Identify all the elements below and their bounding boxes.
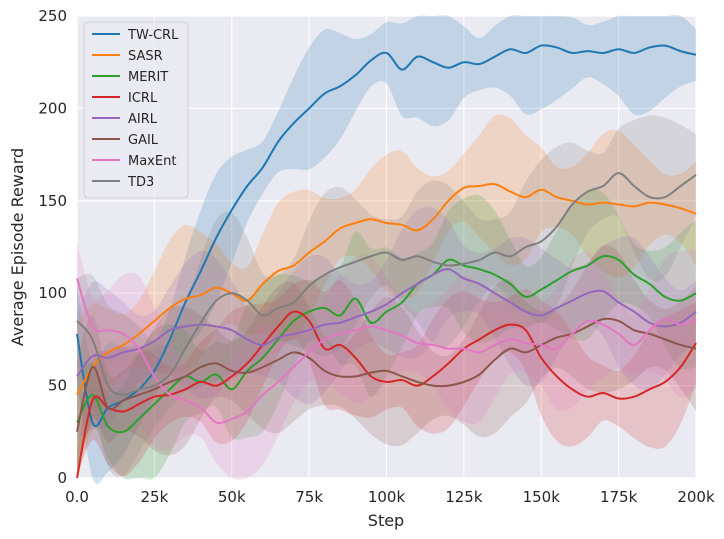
x-tick-label: 175k <box>600 488 638 506</box>
y-tick-label: 0 <box>57 469 67 487</box>
x-tick-labels: 0.0 25k 50k 75k 100k 125k 150k 175k 200k <box>65 488 715 506</box>
y-tick-label: 150 <box>38 192 67 210</box>
legend-label-tw-crl: TW-CRL <box>127 28 179 43</box>
band-merit <box>77 190 696 480</box>
y-tick-label: 200 <box>38 99 67 117</box>
y-tick-label: 100 <box>38 284 67 302</box>
line-tw-crl <box>76 44 697 427</box>
band-airl <box>77 206 696 440</box>
y-tick-label: 50 <box>48 377 67 395</box>
line-sasr <box>76 182 697 396</box>
x-axis-label: Step <box>368 511 404 530</box>
band-sasr <box>77 114 696 469</box>
legend-label-merit: MERIT <box>128 70 168 85</box>
x-tick-label: 200k <box>677 488 715 506</box>
grid <box>76 15 697 479</box>
x-tick-label: 0.0 <box>65 488 89 506</box>
x-tick-label: 25k <box>140 488 168 506</box>
band-gail <box>77 244 696 478</box>
line-td3 <box>76 172 697 396</box>
x-tick-label: 150k <box>523 488 561 506</box>
legend: TW-CRL SASR MERIT ICRL AIRL GAIL MaxEnt TD3 <box>83 21 189 199</box>
legend-label-icrl: ICRL <box>128 91 158 106</box>
line-maxent <box>76 278 697 425</box>
x-tick-label: 125k <box>445 488 483 506</box>
legend-box <box>83 21 189 199</box>
legend-label-airl: AIRL <box>128 112 158 127</box>
band-maxent <box>77 242 696 480</box>
error-bands <box>77 15 696 485</box>
line-gail <box>76 317 697 433</box>
legend-label-sasr: SASR <box>128 49 163 64</box>
legend-label-td3: TD3 <box>127 175 154 190</box>
y-tick-label: 250 <box>38 7 67 25</box>
legend-label-gail: GAIL <box>128 133 159 148</box>
line-icrl <box>76 310 697 479</box>
band-tw-crl <box>77 15 696 485</box>
x-tick-label: 50k <box>218 488 246 506</box>
y-axis-label: Average Episode Reward <box>8 148 27 346</box>
band-td3 <box>77 115 696 477</box>
legend-label-maxent: MaxEnt <box>128 154 176 169</box>
line-airl <box>76 268 697 377</box>
series-lines <box>76 44 697 479</box>
x-tick-label: 75k <box>295 488 323 506</box>
x-tick-label: 100k <box>368 488 406 506</box>
y-tick-labels: 0 50 100 150 200 250 <box>38 7 67 487</box>
